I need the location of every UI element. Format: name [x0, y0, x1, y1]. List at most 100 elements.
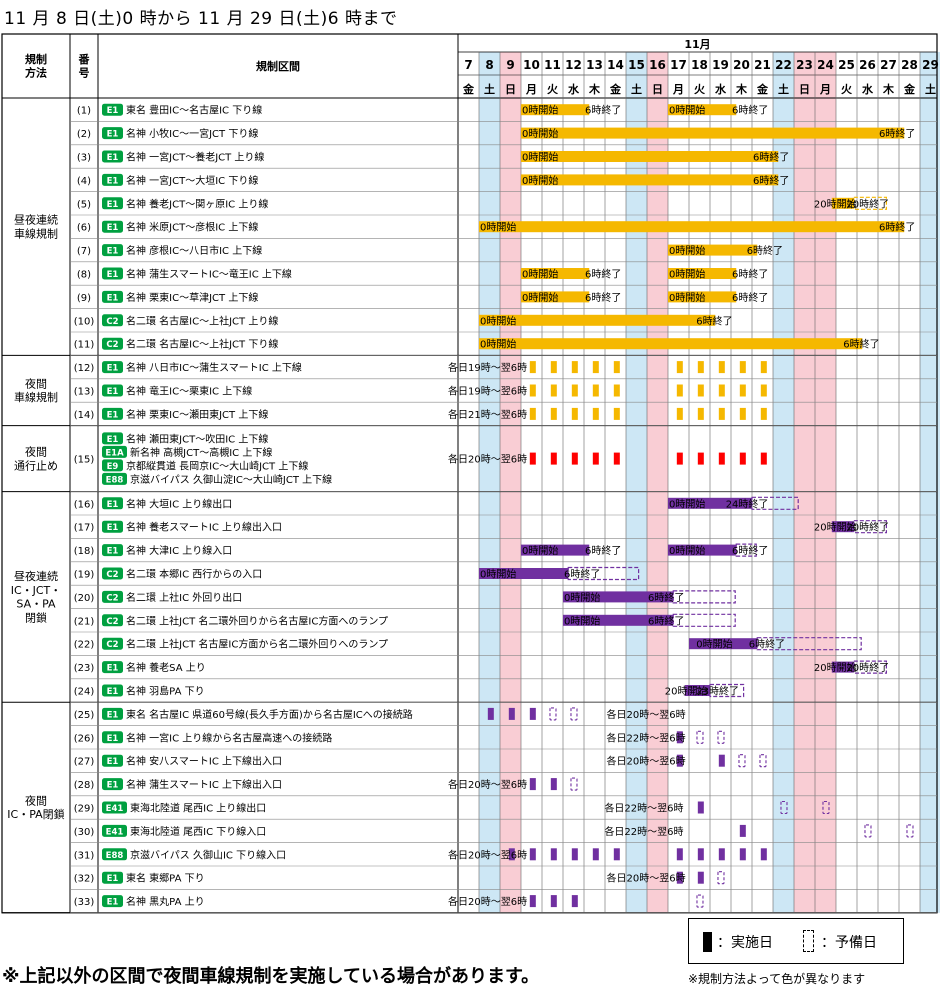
route-badge	[102, 567, 123, 580]
time-note: 各日20時～翌6時	[448, 848, 527, 861]
route-badge-label: C2	[106, 593, 118, 603]
day-shade-22	[773, 52, 794, 913]
legend-dash-label: ：予備日	[821, 935, 877, 951]
day-number-26: 26	[859, 58, 876, 72]
header-section: 規制区間	[256, 59, 300, 73]
night-mark	[676, 452, 683, 465]
row-number: (9)	[77, 293, 91, 304]
time-label: 0時開始	[564, 591, 600, 604]
weekday-26: 水	[862, 82, 874, 96]
night-mark	[676, 384, 683, 397]
route-badge-label: E88	[106, 851, 124, 861]
row-number: (18)	[74, 546, 95, 557]
time-label: 6時終了	[585, 291, 621, 304]
spare-bar	[567, 566, 640, 581]
route-badge-label: C2	[106, 317, 118, 327]
schedule-bar	[521, 151, 779, 162]
night-mark	[718, 452, 725, 465]
route-badge	[102, 731, 123, 744]
day-shade-24	[815, 52, 836, 913]
spare-mark	[696, 894, 704, 908]
night-mark	[571, 407, 578, 420]
route-badge-label: C2	[106, 640, 118, 650]
route-badge-label: E1	[107, 270, 119, 280]
schedule-bar	[684, 685, 710, 696]
row-number: (33)	[74, 897, 95, 908]
row-number: (1)	[77, 106, 91, 117]
weekday-15: 土	[631, 82, 642, 96]
time-label: 6時終了	[696, 314, 732, 327]
time-label: 6時終了	[585, 268, 621, 281]
night-mark	[676, 871, 683, 884]
day-number-23: 23	[796, 58, 813, 72]
route-badge	[102, 220, 123, 233]
day-number-20: 20	[733, 58, 750, 72]
time-note: 各日19時～翌6時	[448, 385, 527, 398]
route-badge	[102, 544, 123, 557]
night-mark	[571, 384, 578, 397]
time-label: 20時開始	[814, 197, 857, 210]
time-label: 20時開始	[814, 521, 857, 534]
night-mark	[739, 824, 746, 837]
night-mark	[676, 361, 683, 374]
group-label: 夜間	[25, 793, 47, 807]
row-number: (23)	[74, 663, 95, 674]
schedule-bar	[668, 268, 737, 279]
header-method: 方法	[25, 66, 47, 80]
schedule-bar	[668, 544, 737, 556]
weekday-8: 土	[484, 82, 495, 96]
route-badge-label: C2	[106, 340, 118, 350]
section-label: 名二環 上社IC 外回り出口	[126, 591, 242, 604]
night-mark	[718, 754, 725, 767]
night-mark	[613, 452, 620, 465]
spare-bar	[751, 496, 799, 510]
time-note: 各日22時～翌6時	[607, 731, 686, 744]
time-note: 各日20時～翌6時	[448, 778, 527, 791]
header-number: 番	[78, 52, 91, 66]
night-mark	[718, 361, 725, 374]
spare-mark	[570, 777, 578, 791]
section-label: 名神 栗東IC～瀬田東JCT 上下線	[126, 408, 268, 421]
time-note: 各日20時～翌6時	[448, 453, 527, 466]
route-badge	[102, 432, 123, 445]
time-label: 0時開始	[669, 244, 705, 257]
night-mark	[613, 361, 620, 374]
route-badge-label: E41	[106, 827, 124, 837]
route-badge	[102, 459, 123, 472]
row-number: (13)	[74, 387, 95, 398]
night-mark	[718, 848, 725, 861]
route-badge-label: E1	[107, 223, 119, 233]
row-number: (17)	[74, 523, 95, 534]
time-label: 6時終了	[564, 568, 600, 581]
legend-solid-swatch	[703, 932, 712, 952]
group-label: 夜間	[25, 376, 47, 390]
row-number: (20)	[74, 593, 95, 604]
time-label: 6時終了	[648, 614, 684, 627]
schedule-bar	[479, 221, 905, 233]
time-note: 各日20時～翌6時	[607, 708, 686, 721]
day-number-16: 16	[649, 58, 666, 72]
route-badge	[102, 103, 123, 116]
row-number: (30)	[74, 827, 95, 838]
weekday-25: 火	[841, 83, 853, 96]
section-label: 東海北陸道 尾西IC 上り線出口	[130, 802, 266, 815]
night-mark	[739, 407, 746, 420]
night-mark	[760, 384, 767, 397]
day-number-11: 11	[544, 58, 561, 72]
spare-mark	[759, 754, 767, 768]
weekday-12: 水	[568, 82, 580, 96]
section-label: 名二環 本郷IC 西行からの入口	[126, 568, 262, 581]
route-badge-label: E1	[107, 247, 119, 257]
spare-mark	[696, 730, 704, 744]
schedule-bar	[563, 591, 674, 603]
route-badge	[102, 472, 127, 485]
section-label: 東海北陸道 尾西IC 下り線入口	[130, 825, 266, 838]
group-label: 夜間	[25, 445, 47, 459]
section-label: 名神 蒲生スマートIC～竜王IC 上下線	[126, 268, 292, 281]
section-label: 名二環 名古屋IC～上社JCT 上り線	[126, 314, 278, 327]
weekday-28: 金	[903, 82, 916, 96]
night-mark	[718, 384, 725, 397]
weekday-19: 水	[715, 82, 727, 96]
route-badge	[102, 150, 123, 163]
